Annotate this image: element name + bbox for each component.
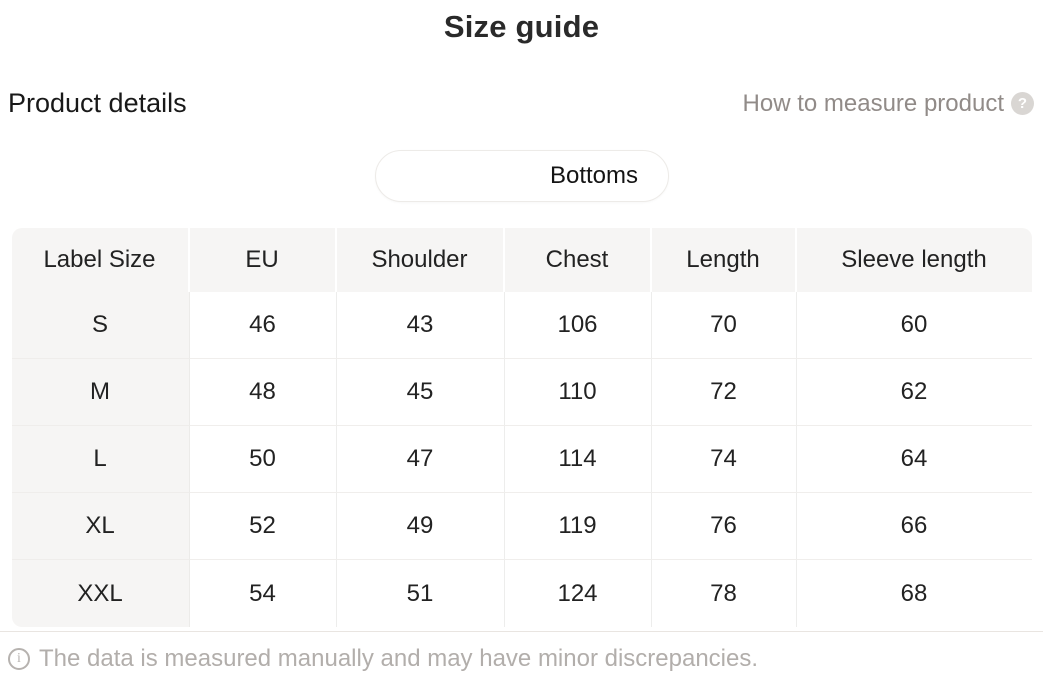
shoulder-cell: 43 [336,292,505,359]
column-header-sleeve-length: Sleeve length [796,228,1032,292]
question-mark-icon[interactable]: ? [1011,92,1034,115]
sleeve-length-cell: 66 [796,493,1032,560]
footer-divider [0,631,1043,632]
how-to-measure-label: How to measure product [742,89,1004,117]
table-row: XL 52 49 119 76 66 [11,493,1032,560]
table-header-row: Label Size EU Shoulder Chest Length Slee… [11,228,1032,292]
eu-cell: 54 [189,560,337,627]
size-label-cell: S [11,292,190,359]
footer-note: i The data is measured manually and may … [0,632,1043,673]
chest-cell: 124 [504,560,652,627]
eu-cell: 52 [189,493,337,560]
sleeve-length-cell: 60 [796,292,1032,359]
size-label-cell: L [11,426,190,493]
shoulder-cell: 47 [336,426,505,493]
chest-cell: 110 [504,359,652,426]
table-row: L 50 47 114 74 64 [11,426,1032,493]
length-cell: 70 [651,292,797,359]
column-header-shoulder: Shoulder [336,228,505,292]
category-toggle-wrap: Tops Bottoms [0,150,1043,202]
column-header-chest: Chest [504,228,652,292]
shoulder-cell: 51 [336,560,505,627]
eu-cell: 46 [189,292,337,359]
sleeve-length-cell: 62 [796,359,1032,426]
tab-bottoms[interactable]: Bottoms [521,151,668,201]
column-header-label-size: Label Size [11,228,190,292]
page-title: Size guide [443,9,600,44]
sleeve-length-cell: 64 [796,426,1032,493]
table-row: M 48 45 110 72 62 [11,359,1032,426]
size-label-cell: M [11,359,190,426]
info-icon: i [8,648,30,670]
chest-cell: 119 [504,493,652,560]
details-header-row: Product details How to measure product ? [0,88,1043,119]
size-label-cell: XL [11,493,190,560]
chest-cell: 114 [504,426,652,493]
eu-cell: 50 [189,426,337,493]
category-toggle: Tops Bottoms [374,150,669,202]
column-header-eu: EU [189,228,337,292]
length-cell: 72 [651,359,797,426]
eu-cell: 48 [189,359,337,426]
size-table: Label Size EU Shoulder Chest Length Slee… [11,228,1032,627]
length-cell: 78 [651,560,797,627]
length-cell: 74 [651,426,797,493]
footer-note-text: The data is measured manually and may ha… [39,645,759,672]
size-table-wrap: Label Size EU Shoulder Chest Length Slee… [11,228,1032,627]
sleeve-length-cell: 68 [796,560,1032,627]
table-row: XXL 54 51 124 78 68 [11,560,1032,627]
chest-cell: 106 [504,292,652,359]
shoulder-cell: 49 [336,493,505,560]
product-details-heading: Product details [8,88,187,118]
table-row: S 46 43 106 70 60 [11,292,1032,359]
size-label-cell: XXL [11,560,190,627]
tab-tops[interactable]: Tops [375,150,521,202]
column-header-length: Length [651,228,797,292]
length-cell: 76 [651,493,797,560]
shoulder-cell: 45 [336,359,505,426]
how-to-measure-link[interactable]: How to measure product ? [743,90,1034,118]
